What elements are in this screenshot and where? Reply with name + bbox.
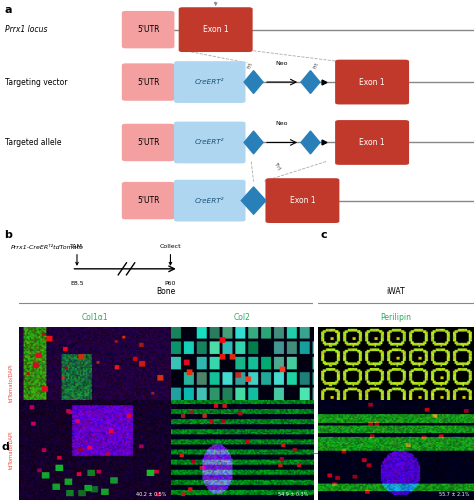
Text: Exon 1: Exon 1 (359, 78, 385, 87)
Text: tdTomato/DAPI: tdTomato/DAPI (8, 430, 13, 469)
FancyBboxPatch shape (122, 124, 174, 161)
FancyBboxPatch shape (122, 11, 174, 49)
Text: Exon 1: Exon 1 (290, 196, 315, 205)
Text: 5'UTR: 5'UTR (137, 78, 159, 87)
Polygon shape (241, 187, 266, 214)
Text: ATG: ATG (210, 0, 222, 5)
Text: 51.1 ± 1.3%: 51.1 ± 1.3% (278, 430, 309, 435)
FancyBboxPatch shape (174, 61, 246, 103)
FancyBboxPatch shape (174, 122, 246, 163)
Text: Exon 1: Exon 1 (359, 138, 385, 147)
Text: 84.7 ± 1.6%: 84.7 ± 1.6% (136, 430, 166, 435)
Text: 'Frt: 'Frt (273, 162, 281, 172)
Text: 54.9 ± 0.3%: 54.9 ± 0.3% (278, 492, 309, 497)
Text: CreERT²: CreERT² (195, 79, 225, 85)
FancyBboxPatch shape (122, 63, 174, 101)
Text: Neo: Neo (276, 61, 288, 66)
Text: 5'UTR: 5'UTR (137, 196, 159, 205)
Text: iWAT: iWAT (386, 288, 405, 297)
Polygon shape (244, 71, 263, 94)
Text: Frt: Frt (313, 61, 319, 70)
Text: tdTomato/DAPI: tdTomato/DAPI (8, 363, 13, 402)
Text: Prrx1 locus: Prrx1 locus (5, 25, 47, 34)
Polygon shape (301, 71, 320, 94)
Polygon shape (244, 131, 263, 154)
Text: CreERT²: CreERT² (195, 197, 225, 203)
FancyBboxPatch shape (174, 180, 246, 221)
FancyBboxPatch shape (335, 60, 409, 105)
Text: CreERT²: CreERT² (195, 139, 225, 145)
Text: Vimentin: Vimentin (225, 461, 259, 470)
Text: TAM: TAM (71, 244, 83, 265)
Text: Perilipin: Perilipin (79, 461, 110, 470)
Text: d: d (2, 442, 10, 452)
Text: Col1α1: Col1α1 (82, 313, 108, 322)
Text: Exon 1: Exon 1 (203, 25, 228, 34)
Text: 5'UTR: 5'UTR (137, 138, 159, 147)
FancyBboxPatch shape (179, 7, 253, 52)
Text: Collect: Collect (160, 244, 181, 265)
Text: Targeting vector: Targeting vector (5, 78, 67, 87)
Text: Neo: Neo (276, 121, 288, 126)
Text: 55.7 ± 2.1%: 55.7 ± 2.1% (439, 492, 469, 497)
Text: Bone: Bone (156, 288, 175, 297)
Text: 40.2 ± 0.5%: 40.2 ± 0.5% (136, 492, 166, 497)
FancyBboxPatch shape (122, 182, 174, 219)
Text: c: c (321, 230, 328, 240)
Text: a: a (5, 5, 12, 15)
Text: E8.5: E8.5 (70, 281, 84, 286)
Text: Dermis: Dermis (233, 438, 260, 447)
Text: 5'UTR: 5'UTR (137, 25, 159, 34)
Text: Targeted allele: Targeted allele (5, 138, 61, 147)
Text: Col2: Col2 (233, 313, 250, 322)
Polygon shape (301, 131, 320, 154)
Text: Prrx1-CreERᵀ²tdTomato: Prrx1-CreERᵀ²tdTomato (11, 244, 84, 249)
FancyBboxPatch shape (335, 120, 409, 165)
Text: b: b (4, 230, 12, 240)
FancyBboxPatch shape (265, 178, 339, 223)
Text: Frt: Frt (246, 61, 253, 70)
Text: 46.1 ± 1.8%: 46.1 ± 1.8% (439, 430, 469, 435)
Text: Perilipin: Perilipin (380, 313, 411, 322)
Text: P60: P60 (165, 281, 176, 286)
Text: αSMA: αSMA (385, 461, 407, 470)
